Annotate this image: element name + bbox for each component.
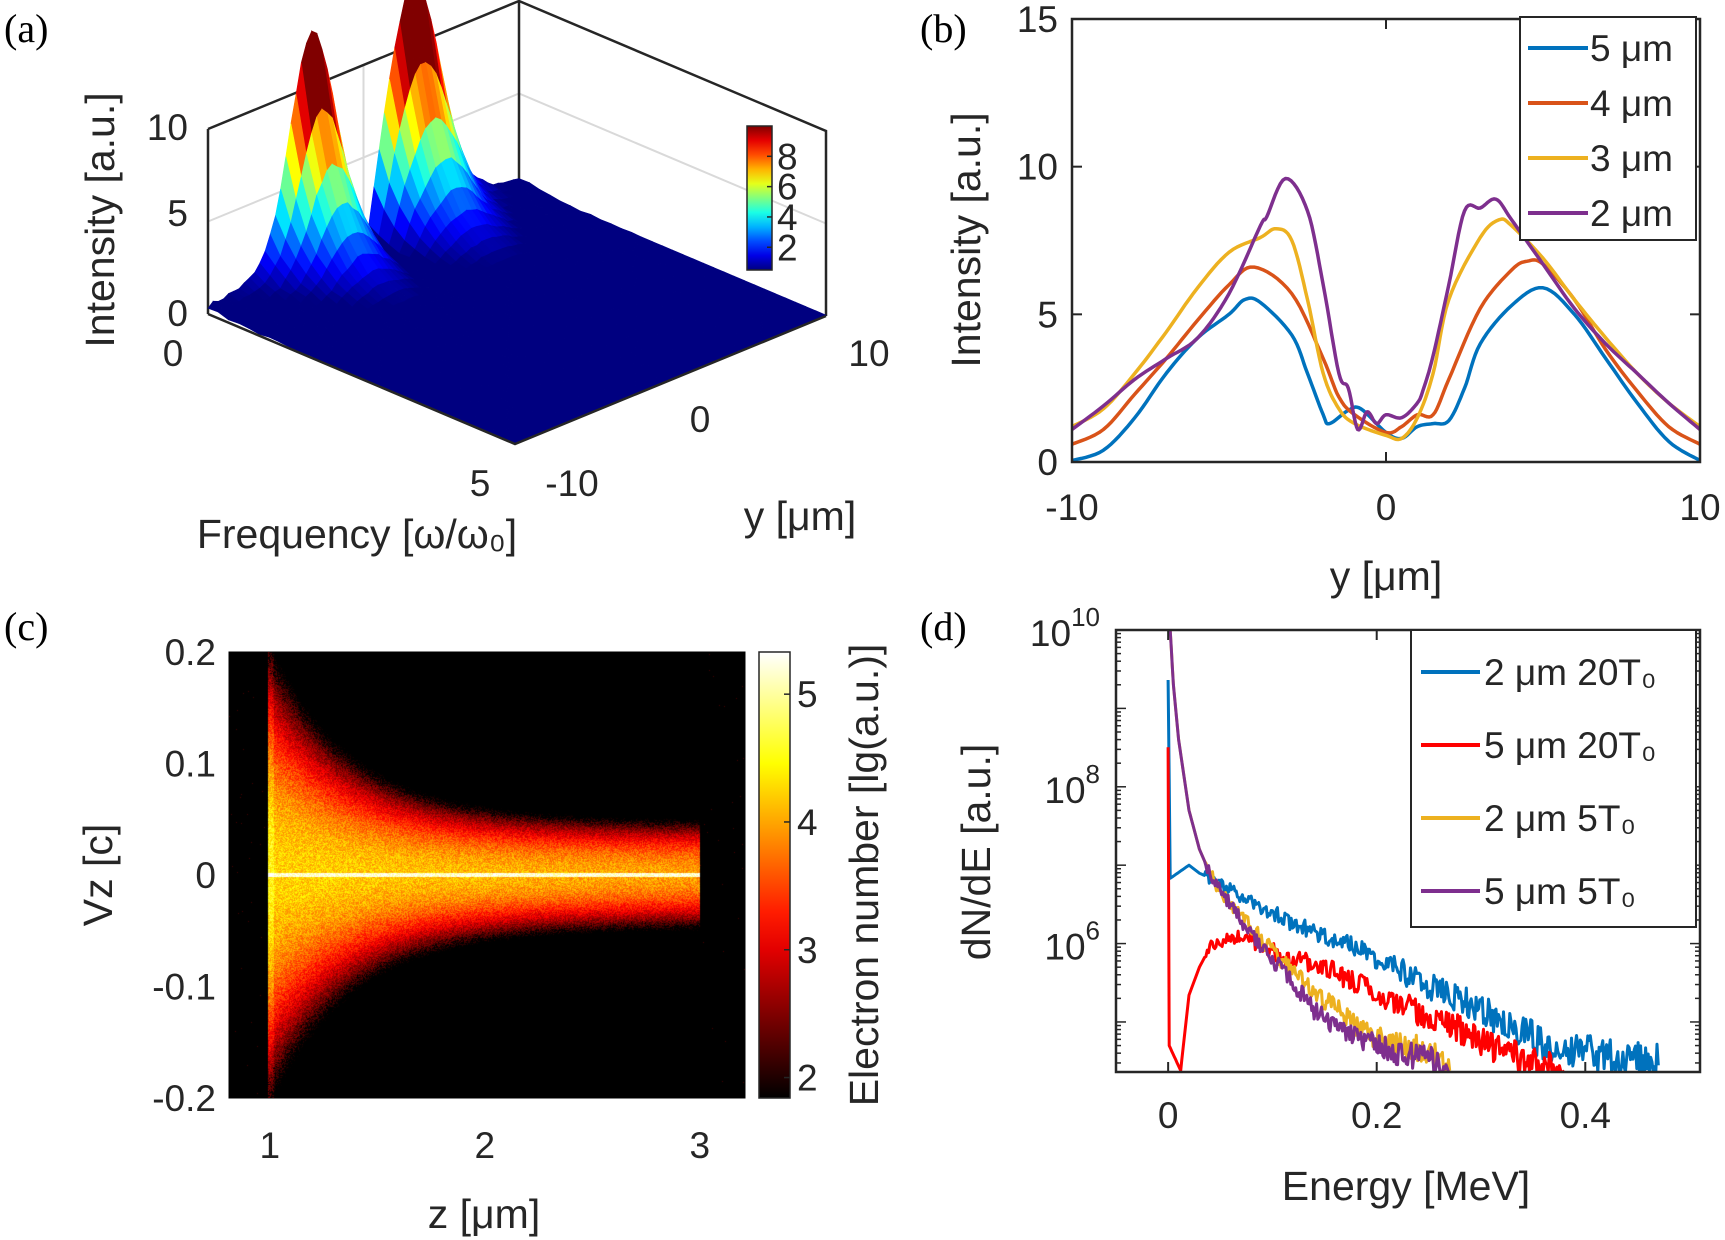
- y-tick-label: -0.1: [152, 967, 216, 1008]
- series-line-1: [1072, 258, 1700, 446]
- axis-box-edge: [207, 0, 828, 316]
- z-tick-label: 10: [147, 107, 188, 148]
- series-line-1: [1166, 747, 1566, 1072]
- y-axis-label: Intensity [a.u.]: [943, 112, 989, 367]
- legend: 5 μm 4 μm 3 μm 2 μm: [1519, 16, 1697, 241]
- y-tick-exponent: 10: [1071, 602, 1100, 632]
- x-axis-label: Frequency [ω/ω₀]: [197, 511, 517, 557]
- x-tick-label: 0: [163, 333, 184, 374]
- y-axis-label: y [μm]: [744, 493, 856, 539]
- colorbar: [758, 651, 791, 1099]
- colorbar-tick-label: 6: [777, 167, 798, 208]
- x-tick-label: -10: [1045, 487, 1098, 528]
- floor-axis: [207, 312, 827, 446]
- y-tick-label: 108: [1044, 759, 1100, 811]
- panel-label-a: (a): [4, 6, 48, 51]
- colorbar-tick-label: 8: [777, 136, 798, 177]
- x-tick-label: 0: [1376, 487, 1397, 528]
- x-tick-label: 3: [690, 1125, 711, 1166]
- panel-label-d: (d): [920, 604, 967, 649]
- legend-box: [1519, 16, 1697, 241]
- y-tick-label: 5: [1037, 294, 1058, 335]
- y-tick-label: 0: [195, 855, 216, 896]
- y-axis-label: dN/dE [a.u.]: [953, 744, 999, 961]
- legend-entry: 5 μm 20T₀: [1484, 725, 1656, 766]
- legend-entry: 2 μm 5T₀: [1484, 798, 1636, 839]
- colorbar-tick-label: 5: [797, 674, 818, 715]
- x-axis-label: y [μm]: [1330, 553, 1442, 599]
- axes-box: [1114, 628, 1702, 1074]
- y-tick-label: 0.2: [165, 632, 216, 673]
- legend-box: [1410, 629, 1697, 928]
- panel-c-heatmap: 1 2 3 0.2 0.1 0 -0.1 -0.2 Vz [c] z [μm] 2 3 4 5 Electr…: [75, 632, 887, 1237]
- series-line-3: [1072, 176, 1700, 432]
- y-tick-label: 0: [1037, 442, 1058, 483]
- series-line-3: [1168, 630, 1451, 1072]
- surface: [207, 0, 827, 444]
- legend-entry: 4 μm: [1590, 83, 1673, 124]
- y-tick-label: 0.1: [165, 744, 216, 785]
- z-tick-label: 5: [167, 193, 188, 234]
- y-tick-exponent: 6: [1086, 916, 1100, 946]
- colorbar-tick-label: 4: [797, 802, 818, 843]
- legend-entry: 5 μm 5T₀: [1484, 871, 1636, 912]
- z-tick-label: 0: [167, 293, 188, 334]
- x-axis-label: z [μm]: [428, 1191, 540, 1237]
- colorbar-tick-label: 3: [797, 930, 818, 971]
- y-tick-base: 10: [1044, 927, 1085, 968]
- x-tick-label: 0: [1158, 1095, 1179, 1136]
- x-axis-label: Energy [MeV]: [1282, 1163, 1530, 1209]
- y-tick-label: -0.2: [152, 1078, 216, 1119]
- y-tick-label: 106: [1044, 916, 1100, 968]
- y-axis-label: Vz [c]: [75, 824, 121, 927]
- x-tick-label: 10: [1679, 487, 1720, 528]
- colorbar-tick-label: 2: [797, 1058, 818, 1099]
- colorbar-tick-label: 4: [777, 197, 798, 238]
- y-tick-label: 10: [1017, 147, 1058, 188]
- colorbar: [746, 125, 773, 271]
- colorbar-tick-label: 2: [777, 227, 798, 268]
- y-tick-base: 10: [1044, 770, 1085, 811]
- x-tick-label: 5: [470, 463, 491, 504]
- panel-label-c: (c): [4, 604, 48, 649]
- colorbar-label: Electron number [lg(a.u.)]: [841, 644, 887, 1107]
- legend: 2 μm 20T₀ 5 μm 20T₀ 2 μm 5T₀ 5 μm 5T₀: [1410, 629, 1697, 928]
- series-line-2: [1072, 217, 1700, 442]
- legend-entry: 2 μm 20T₀: [1484, 652, 1656, 693]
- z-axis-label: Intensity [a.u.]: [77, 92, 123, 347]
- y-tick-label: -10: [545, 463, 598, 504]
- y-tick-exponent: 8: [1086, 759, 1100, 789]
- x-tick-label: 1: [260, 1125, 281, 1166]
- panel-label-b: (b): [920, 6, 967, 51]
- legend-entry: 2 μm: [1590, 193, 1673, 234]
- series-line-0: [1166, 679, 1660, 1072]
- heatmap-image: [229, 652, 745, 1098]
- legend-entry: 5 μm: [1590, 28, 1673, 69]
- y-tick-base: 10: [1030, 613, 1071, 654]
- legend-entry: 3 μm: [1590, 138, 1673, 179]
- y-tick-label: 1010: [1030, 602, 1100, 654]
- x-tick-label: 0.2: [1351, 1095, 1402, 1136]
- x-tick-label: 0.4: [1560, 1095, 1611, 1136]
- y-tick-label: 0: [690, 399, 711, 440]
- x-tick-label: 2: [475, 1125, 496, 1166]
- y-tick-label: 15: [1017, 0, 1058, 40]
- y-tick-label: 10: [848, 333, 889, 374]
